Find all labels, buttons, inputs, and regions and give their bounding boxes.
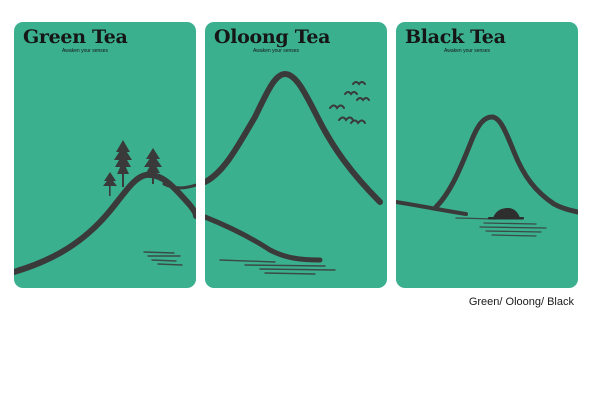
- bird-flock-icon: [329, 81, 370, 125]
- mountain-ridge: [205, 70, 383, 205]
- boat-icon: [488, 208, 524, 220]
- water-strokes: [219, 259, 336, 275]
- water-strokes: [455, 217, 547, 237]
- foreground-ridge: [396, 200, 468, 216]
- card-tagline: Awaken your senses: [444, 48, 491, 54]
- card-title: Black Tea: [405, 26, 506, 48]
- mountain-boat-illustration: [396, 114, 578, 237]
- card-tagline: Awaken your senses: [253, 48, 300, 54]
- card-title: Green Tea: [23, 26, 128, 48]
- green-tea-card: Green Tea Awaken your senses: [14, 22, 196, 288]
- foreground-ridge: [205, 214, 323, 263]
- mountain-ridge: [433, 114, 578, 215]
- card-tagline: Awaken your senses: [62, 48, 109, 54]
- oolong-tea-card: Oloong Tea Awaken your senses: [205, 22, 387, 288]
- mountain-pine-trees-illustration: [14, 140, 196, 275]
- caption: Green/ Oloong/ Black: [468, 296, 574, 308]
- black-tea-card: Black Tea Awaken your senses: [396, 22, 578, 288]
- far-ridge: [162, 182, 196, 190]
- mountain-ridge: [14, 171, 196, 275]
- card-title: Oloong Tea: [214, 26, 331, 48]
- water-strokes: [143, 251, 183, 266]
- pine-tree-icon: [103, 140, 162, 196]
- ridge-echo: [17, 209, 111, 269]
- tall-mountain-birds-illustration: [205, 70, 383, 275]
